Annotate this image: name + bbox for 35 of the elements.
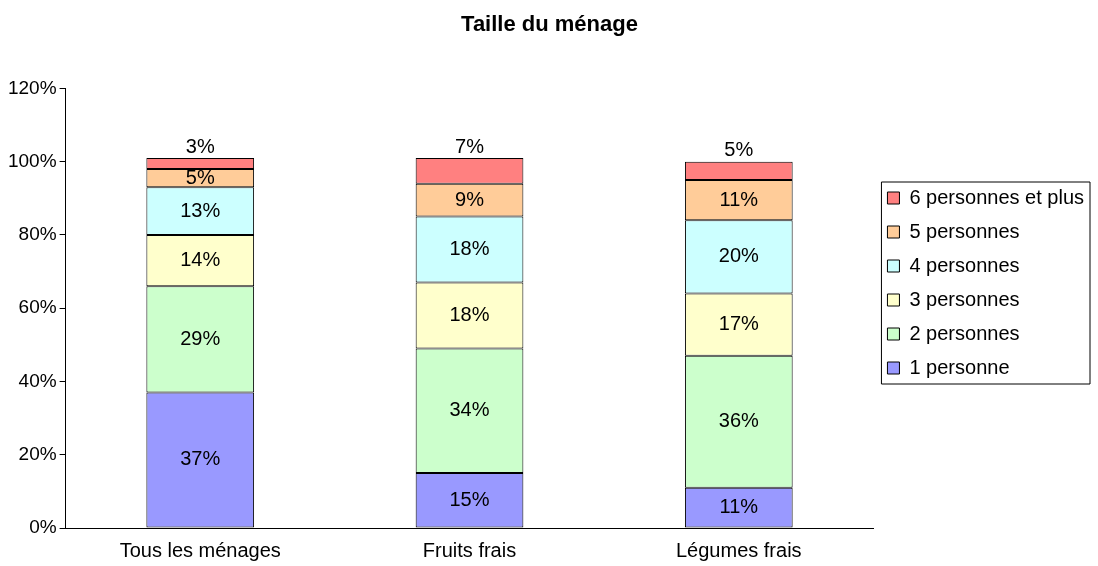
chart-title: Taille du ménage (461, 11, 638, 37)
y-tick-label: 0% (29, 516, 57, 538)
y-tick-label: 60% (18, 296, 57, 318)
data-label: 14% (180, 248, 221, 271)
data-label: 5% (185, 165, 215, 188)
x-tick-label: Légumes frais (675, 538, 802, 561)
y-tick-label: 20% (18, 442, 57, 464)
legend-label: 2 personnes (909, 321, 1020, 344)
data-label: 34% (449, 398, 490, 421)
data-label: 13% (180, 198, 221, 221)
data-label: 3% (185, 134, 215, 157)
legend-label: 4 personnes (909, 253, 1020, 276)
data-label: 11% (719, 187, 759, 210)
data-label: 5% (724, 138, 754, 161)
data-label: 11% (719, 495, 759, 518)
data-label: 36% (718, 409, 760, 432)
y-tick-label: 40% (18, 369, 57, 391)
data-label: 18% (449, 303, 490, 326)
y-tick-label: 80% (18, 223, 57, 245)
data-label: 37% (180, 447, 221, 470)
legend-label: 6 personnes et plus (909, 185, 1084, 208)
data-label: 20% (718, 244, 760, 267)
data-label: 7% (455, 134, 485, 157)
y-tick-label: 120% (7, 76, 57, 98)
data-label: 9% (455, 187, 485, 210)
x-tick-label: Tous les ménages (119, 538, 281, 561)
x-tick-label: Fruits frais (422, 538, 517, 561)
legend-label: 5 personnes (909, 219, 1020, 242)
legend-label: 1 personne (909, 355, 1010, 378)
y-tick-label: 100% (7, 149, 57, 171)
data-label: 15% (449, 487, 490, 510)
data-label: 29% (180, 326, 221, 349)
legend-label: 3 personnes (909, 287, 1020, 310)
data-label: 17% (718, 312, 760, 335)
data-label: 18% (449, 237, 490, 260)
